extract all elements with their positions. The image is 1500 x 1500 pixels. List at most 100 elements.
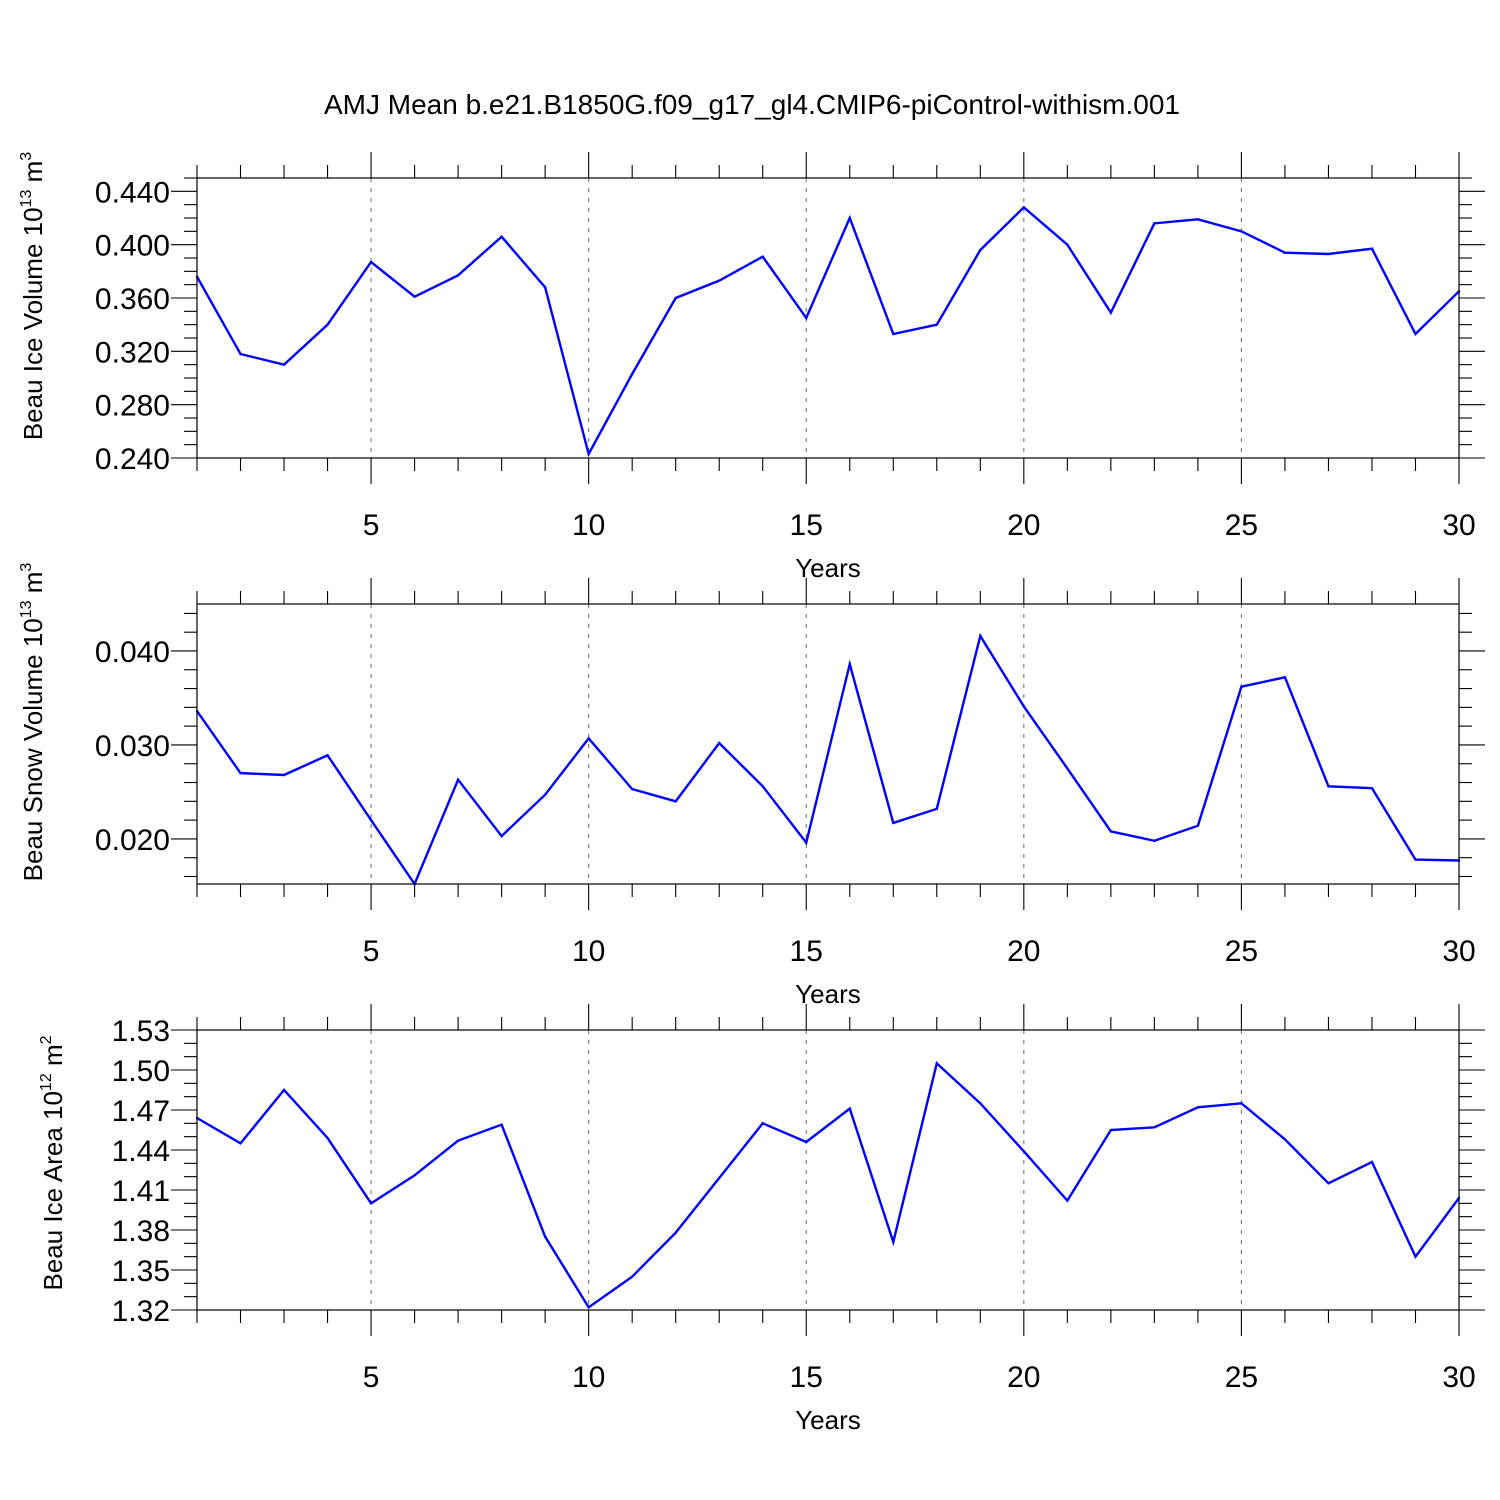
- x-tick-label: 30: [1442, 1361, 1475, 1394]
- data-point: [282, 773, 286, 777]
- data-point: [1196, 218, 1200, 221]
- data-point: [1153, 839, 1156, 842]
- data-point: [718, 279, 721, 282]
- x-tick-label: 5: [363, 509, 380, 542]
- y-axis-label: Beau Ice Volume 1013 m3: [18, 152, 48, 440]
- y-axis-label-text: Beau Ice Area 10: [38, 1091, 68, 1290]
- y-tick-label: 1.41: [112, 1175, 170, 1208]
- data-point: [1066, 1199, 1069, 1202]
- data-point: [239, 352, 242, 356]
- data-point: [369, 260, 373, 264]
- x-tick-label: 10: [572, 1361, 605, 1394]
- y-tick-label: 0.040: [95, 636, 170, 669]
- data-point: [1109, 1128, 1113, 1132]
- data-point: [500, 1123, 503, 1126]
- data-point: [456, 1139, 460, 1142]
- x-axis-label: Years: [795, 979, 861, 1009]
- data-point: [1153, 222, 1156, 225]
- data-point: [1327, 785, 1330, 788]
- data-point: [1370, 247, 1374, 250]
- data-point: [543, 286, 547, 289]
- data-point: [326, 754, 329, 757]
- x-tick-label: 20: [1007, 935, 1040, 968]
- data-point: [848, 1107, 851, 1110]
- x-tick-label: 20: [1007, 1361, 1040, 1394]
- data-point: [674, 296, 677, 300]
- data-point: [630, 372, 634, 376]
- y-axis-label-text: Beau Snow Volume 10: [18, 618, 48, 881]
- data-point: [587, 452, 590, 456]
- y-axis-label-exponent: 13: [18, 600, 35, 618]
- data-point: [674, 800, 677, 803]
- plot-frame: [196, 1029, 1460, 1311]
- data-point: [1022, 705, 1026, 708]
- data-point: [805, 316, 808, 320]
- data-point: [935, 807, 938, 811]
- y-tick-label: 0.440: [95, 176, 170, 209]
- x-tick-label: 5: [363, 935, 380, 968]
- data-point: [326, 323, 329, 326]
- data-point: [1066, 767, 1069, 770]
- data-point: [1196, 824, 1200, 827]
- series-line: [196, 1061, 1460, 1310]
- x-tick-label: 25: [1225, 1361, 1258, 1394]
- y-tick-label: 1.47: [112, 1095, 170, 1128]
- data-point: [1283, 676, 1287, 679]
- data-point: [456, 274, 460, 277]
- y-tick-label: 1.38: [112, 1215, 170, 1248]
- data-point: [630, 1275, 634, 1278]
- data-point: [1153, 1126, 1156, 1129]
- data-point: [892, 1240, 895, 1244]
- y-tick-label: 0.320: [95, 336, 170, 369]
- x-tick-label: 30: [1442, 509, 1475, 542]
- chart-panel-2: 0.020 0.030 0.040 5 10 15 20 25 30 Years Beau Snow…: [18, 563, 1485, 1009]
- plot-frame: [196, 603, 1460, 885]
- x-tick-label: 15: [790, 1361, 823, 1394]
- data-point: [587, 1306, 590, 1309]
- x-tick-label: 15: [790, 509, 823, 542]
- data-point: [1283, 251, 1287, 254]
- chart-panel-1: 0.240 0.280 0.320 0.360 0.400 0.440 5 10 15 20 25 3…: [18, 152, 1485, 583]
- data-point: [892, 821, 895, 825]
- y-tick-label: 0.280: [95, 390, 170, 423]
- data-point: [587, 737, 590, 740]
- data-point: [1370, 1160, 1374, 1164]
- x-tick-label: 25: [1225, 935, 1258, 968]
- y-tick-label: 0.030: [95, 730, 170, 763]
- data-point: [1327, 1182, 1330, 1185]
- data-point: [1370, 786, 1374, 790]
- data-point: [761, 1122, 764, 1125]
- y-tick-label: 1.50: [112, 1055, 170, 1088]
- x-tick-label: 15: [790, 935, 823, 968]
- y-tick-label: 1.44: [112, 1135, 170, 1168]
- data-point: [543, 1235, 547, 1238]
- data-point: [1240, 685, 1243, 688]
- x-axis-label: Years: [795, 1405, 861, 1435]
- data-point: [456, 778, 460, 781]
- chart-panel-3: 1.32 1.35 1.38 1.41 1.44 1.47 1.50 1.53 5 10 15 20 2…: [38, 1004, 1485, 1435]
- data-point: [848, 216, 851, 220]
- data-point: [282, 1088, 286, 1092]
- data-point: [718, 741, 721, 745]
- x-axis-label: Years: [795, 553, 861, 583]
- data-point: [369, 818, 373, 822]
- x-tick-label: 25: [1225, 509, 1258, 542]
- data-point: [1022, 206, 1026, 209]
- y-axis-label: Beau Snow Volume 1013 m3: [18, 563, 48, 882]
- data-point: [848, 662, 851, 666]
- data-point: [718, 1176, 721, 1180]
- data-point: [1414, 1255, 1417, 1258]
- data-point: [892, 332, 895, 336]
- data-point: [935, 1062, 938, 1065]
- data-point: [1240, 230, 1243, 233]
- x-tick-label: 30: [1442, 935, 1475, 968]
- data-point: [500, 834, 503, 838]
- data-point: [282, 363, 286, 366]
- y-axis-label-unit: m: [18, 161, 48, 190]
- series-line: [195, 205, 1460, 458]
- y-tick-label: 1.32: [112, 1295, 170, 1328]
- data-point: [239, 1142, 242, 1145]
- data-point: [761, 785, 764, 788]
